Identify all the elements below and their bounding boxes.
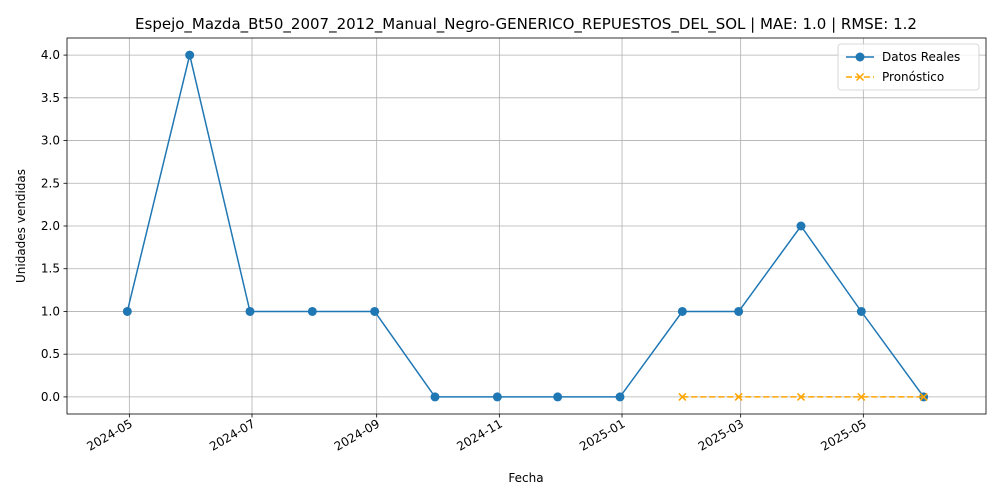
data-point — [677, 306, 687, 316]
y-tick-label: 4.0 — [41, 48, 60, 62]
data-point — [553, 392, 563, 402]
y-tick-label: 0.5 — [41, 347, 60, 361]
data-point — [856, 306, 866, 316]
y-axis-label: Unidades vendidas — [14, 169, 28, 283]
data-point — [678, 392, 687, 401]
data-point — [796, 392, 806, 401]
y-tick-label: 2.5 — [41, 176, 60, 190]
data-point — [734, 392, 743, 401]
data-point — [492, 392, 502, 402]
data-point — [122, 306, 132, 316]
legend-marker — [855, 72, 865, 82]
data-point — [919, 392, 928, 401]
legend-box — [837, 43, 980, 91]
legend-label: Pronóstico — [882, 70, 944, 84]
data-point — [245, 306, 255, 316]
y-tick-label: 1.0 — [41, 304, 60, 318]
y-tick-label: 0.0 — [41, 390, 60, 404]
y-tick-label: 3.0 — [41, 134, 60, 148]
data-point — [307, 306, 317, 316]
data-point — [370, 306, 380, 316]
legend-marker — [855, 52, 865, 62]
series-layer — [122, 50, 929, 402]
data-point — [857, 392, 866, 401]
y-tick-label: 1.5 — [41, 262, 60, 276]
data-point — [185, 50, 195, 60]
x-axis-label: Fecha — [508, 471, 543, 485]
grid — [67, 38, 986, 414]
legend-label: Datos Reales — [882, 50, 960, 64]
plot-frame — [66, 37, 987, 415]
data-point — [430, 392, 440, 402]
data-point — [796, 221, 806, 231]
chart-title: Espejo_Mazda_Bt50_2007_2012_Manual_Negro… — [135, 15, 917, 34]
y-tick-label: 3.5 — [41, 91, 60, 105]
data-point — [615, 392, 625, 402]
series-line — [126, 54, 925, 398]
data-point — [734, 306, 744, 316]
legend: Datos Reales Pronóstico — [837, 43, 980, 91]
y-tick-label: 2.0 — [41, 219, 60, 233]
